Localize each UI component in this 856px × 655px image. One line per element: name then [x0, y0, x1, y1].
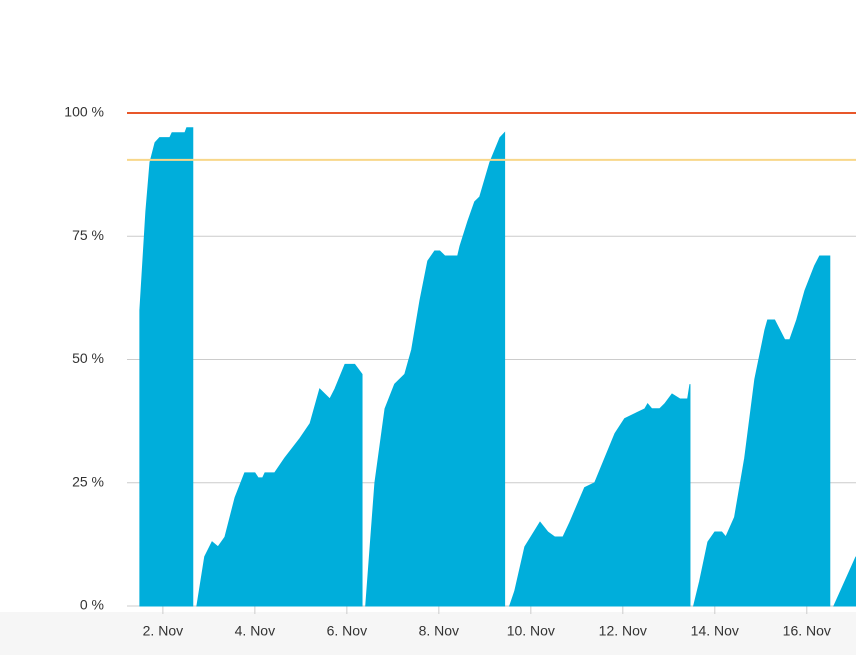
x-tick-label: 14. Nov	[691, 623, 739, 639]
x-tick-label: 8. Nov	[419, 623, 459, 639]
x-tick-label: 6. Nov	[327, 623, 367, 639]
y-tick-label: 0 %	[80, 597, 104, 613]
x-tick-label: 10. Nov	[507, 623, 555, 639]
y-tick-label: 100 %	[64, 104, 104, 120]
area	[139, 127, 856, 607]
y-tick-label: 50 %	[72, 350, 104, 366]
y-tick-label: 25 %	[72, 473, 104, 489]
x-tick-label: 16. Nov	[783, 623, 831, 639]
x-tick-label: 4. Nov	[235, 623, 275, 639]
x-tick-label: 12. Nov	[599, 623, 647, 639]
footer-band	[0, 612, 856, 655]
y-tick-label: 75 %	[72, 227, 104, 243]
x-tick-label: 2. Nov	[143, 623, 183, 639]
